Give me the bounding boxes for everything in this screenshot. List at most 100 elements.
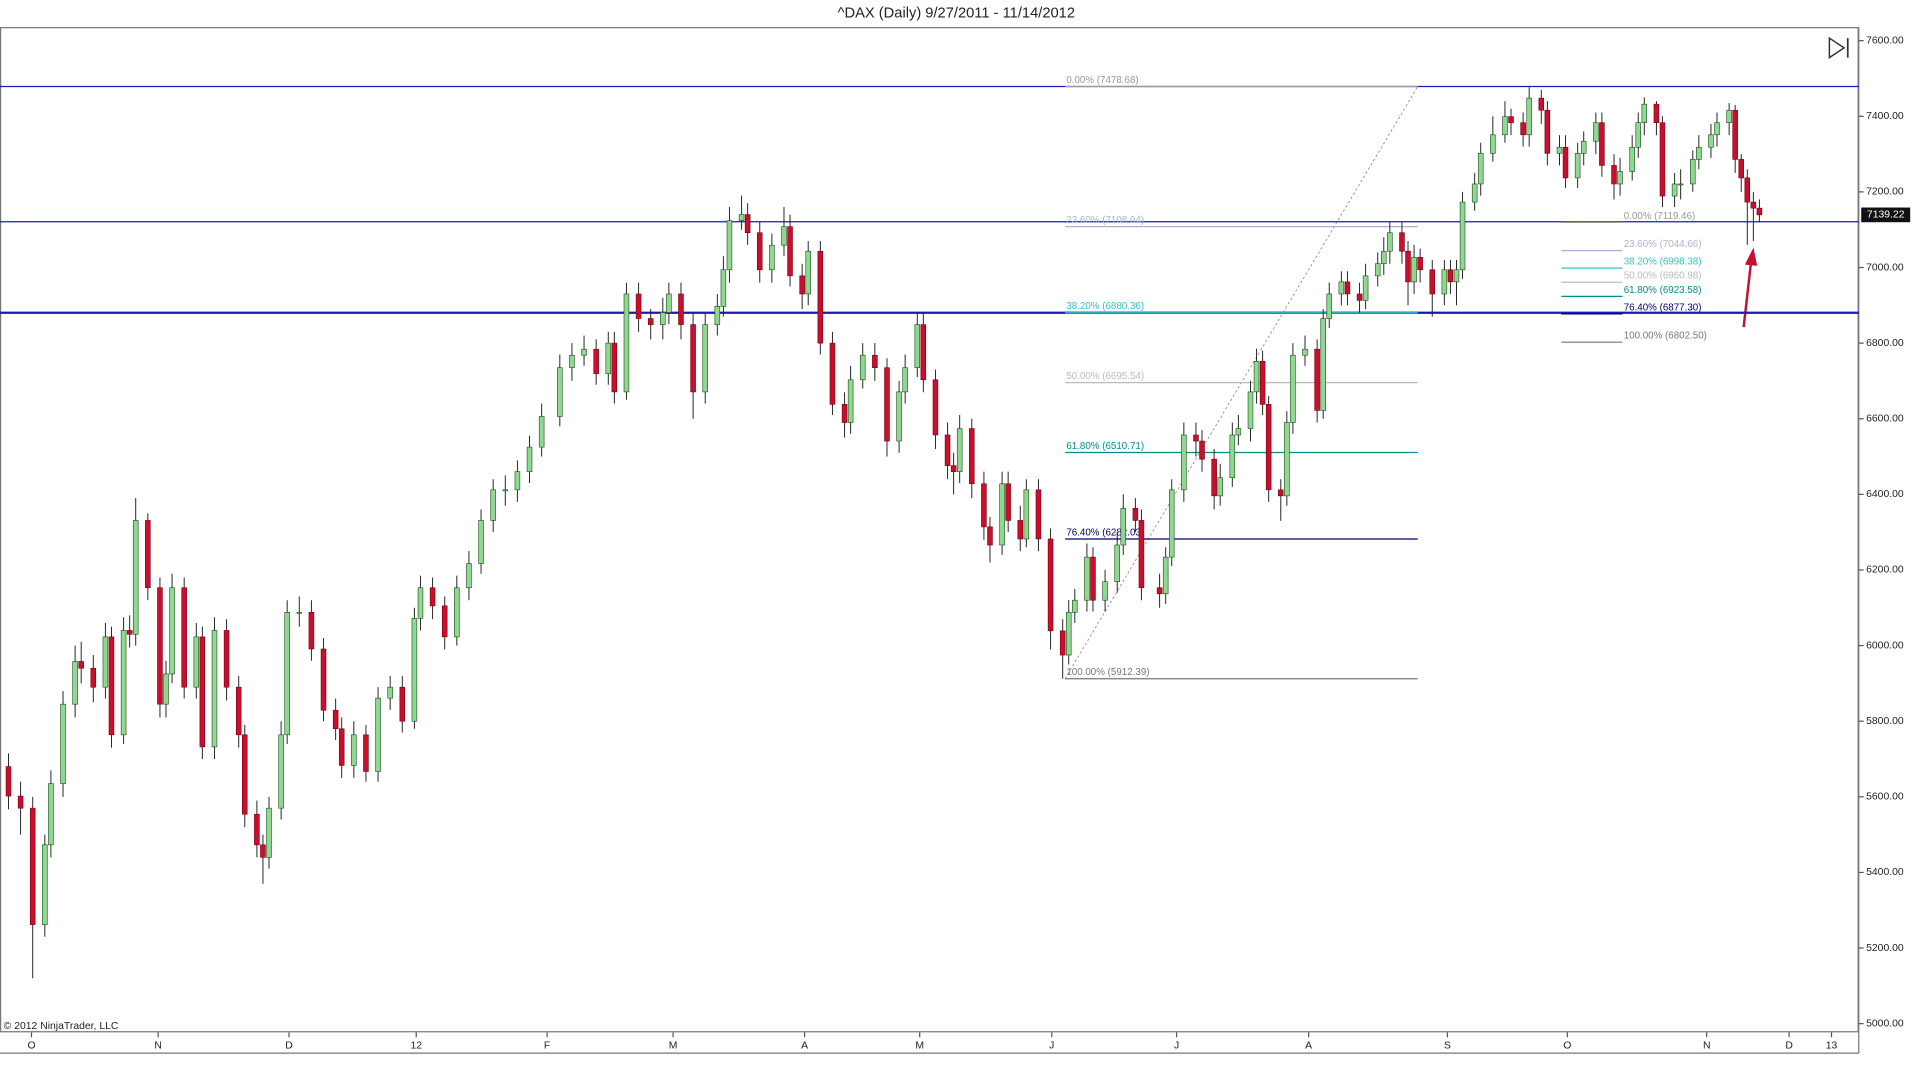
candle-body [1047, 538, 1054, 632]
fib-label: 50.00% (6695.54) [1066, 371, 1144, 382]
candle-body [1459, 201, 1466, 271]
candle-body [1344, 281, 1351, 295]
y-tick-label: 7600.00 [1866, 35, 1904, 46]
candle-body [769, 244, 775, 271]
candle-body [235, 686, 242, 736]
red-arrow [1742, 247, 1758, 328]
candle-body [1544, 109, 1551, 154]
candle-body [411, 618, 418, 722]
candle-body [1593, 122, 1599, 142]
candle-body [126, 630, 133, 635]
candle-body [296, 612, 303, 614]
hide-panel-icon[interactable] [1828, 36, 1849, 60]
candle-body [1750, 201, 1757, 209]
candle-body [1696, 146, 1702, 160]
candle-body [1738, 159, 1744, 179]
candle-body [1471, 183, 1478, 203]
y-tick-label: 6400.00 [1866, 489, 1904, 500]
candle-body [1653, 103, 1660, 124]
fib-label: 23.60% (7044.66) [1624, 239, 1702, 250]
candle-body [417, 587, 424, 619]
candle-body [1580, 140, 1587, 154]
candle-body [1726, 109, 1732, 124]
candle-body [896, 391, 902, 442]
y-tick-label: 5000.00 [1866, 1018, 1904, 1029]
fib-label: 38.20% (6880.36) [1066, 301, 1144, 312]
candle-body [387, 686, 393, 699]
candle-body [60, 703, 66, 784]
y-tick-label: 5800.00 [1866, 716, 1904, 727]
icon-triangle [1828, 36, 1846, 60]
candle-body [1538, 97, 1545, 111]
fib-label: 76.40% (6877.30) [1624, 302, 1702, 313]
candle-body [1374, 263, 1381, 277]
candle-body [163, 673, 169, 705]
candle-body [981, 483, 987, 528]
candle-body [1732, 109, 1738, 160]
x-tick-label: S [1444, 1041, 1451, 1052]
fib-label: 100.00% (6802.50) [1624, 331, 1707, 342]
candle-body [1502, 116, 1508, 136]
candle-body [799, 275, 805, 295]
candle-body [956, 428, 963, 472]
candle-body [1520, 122, 1526, 136]
candle-body [132, 520, 139, 635]
candle-body [351, 734, 357, 766]
candle-body [363, 734, 369, 772]
x-tick-label: A [801, 1041, 808, 1052]
candle-body [1193, 434, 1199, 442]
candle-body [211, 630, 218, 748]
candle-body [726, 220, 733, 271]
candle-body [454, 587, 460, 638]
candle-body [181, 587, 187, 688]
x-tick-label: J [1174, 1041, 1179, 1052]
candle-body [714, 306, 721, 325]
candle-body [1314, 348, 1320, 411]
candle-body [1181, 434, 1187, 491]
last-price-label: 7139.22 [1867, 210, 1905, 221]
candle-body [817, 250, 824, 344]
candle-body [647, 318, 654, 325]
candle-body [48, 783, 54, 846]
candle-body [1138, 520, 1145, 589]
candle-body [1617, 171, 1623, 185]
candle-body [320, 648, 327, 711]
x-tick-label: A [1305, 1041, 1312, 1052]
candle-body [441, 605, 448, 638]
candle-body [1156, 587, 1163, 595]
x-tick-label: N [154, 1041, 162, 1052]
candle-body [1441, 269, 1448, 295]
candle-body [1556, 146, 1563, 154]
candle-body [169, 587, 175, 675]
x-tick-label: J [1049, 1041, 1054, 1052]
candle-body [944, 434, 951, 466]
candle-body [1381, 250, 1387, 265]
candle-body [145, 520, 151, 589]
candle-body [308, 612, 315, 650]
y-tick-label: 6200.00 [1866, 565, 1904, 576]
candle-body [666, 293, 672, 313]
candle-body [841, 404, 848, 423]
y-tick-label: 5600.00 [1866, 792, 1904, 803]
candle-body [199, 636, 206, 748]
candle-body [399, 686, 406, 722]
candle-body [1035, 489, 1042, 540]
copyright: © 2012 NinjaTrader, LLC [4, 1021, 119, 1032]
candle-body [1017, 520, 1024, 540]
candle-body [1320, 318, 1326, 411]
candle-body [1302, 348, 1308, 356]
candle-body [478, 520, 484, 564]
candle-body [429, 587, 436, 607]
candle-body [557, 367, 563, 417]
y-tick-label: 7400.00 [1866, 111, 1904, 122]
candle-body [950, 465, 957, 472]
candle-body [1417, 256, 1423, 271]
candle-body [1508, 116, 1514, 124]
candle-body [120, 630, 127, 736]
candle-body [1453, 269, 1460, 283]
candle-body [1290, 354, 1296, 423]
candle-body [678, 293, 684, 325]
candle-body [805, 250, 811, 295]
candle-body [738, 214, 745, 221]
